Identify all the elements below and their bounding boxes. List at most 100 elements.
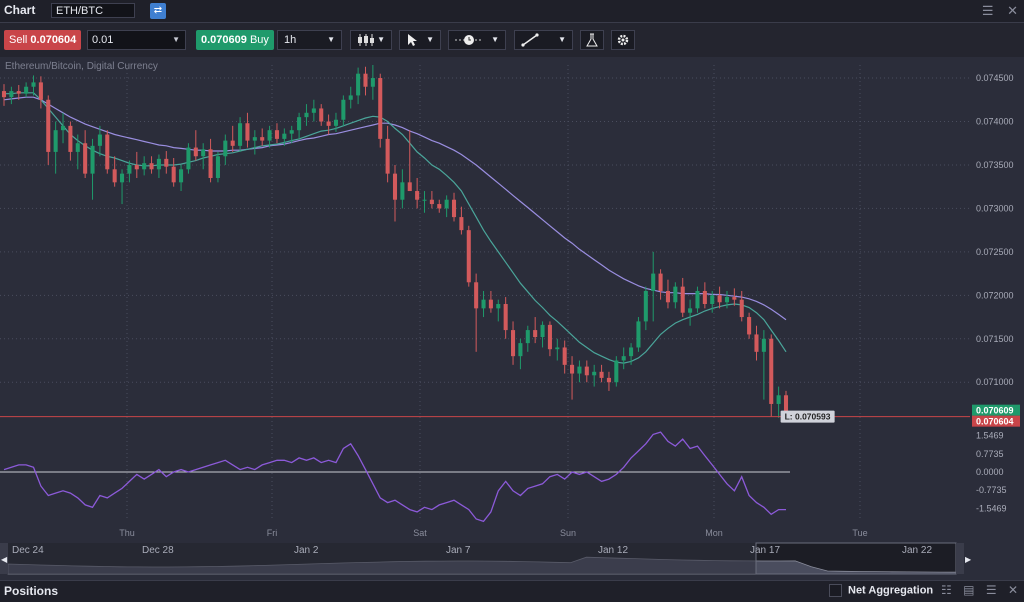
candle [179,164,184,192]
candle [164,151,169,174]
sell-button[interactable]: Sell 0.070604 [4,30,82,50]
candle-body [319,108,324,122]
scroll-right-icon: ▶ [965,555,972,564]
menu-icon[interactable]: ☰ [981,3,994,18]
candle [53,121,58,174]
link-icon[interactable]: ⇄ [150,3,166,19]
timeframe-select[interactable]: 1h ▼ [277,30,342,50]
candle [223,134,228,165]
candle [252,130,257,155]
drawing-tool-select[interactable]: ▼ [514,30,573,50]
candle-body [38,82,43,100]
navigator-label: Jan 2 [294,545,319,556]
chart-type-select[interactable]: ▼ [350,30,392,50]
y-tick-label: 0.073500 [976,160,1014,170]
menu-icon[interactable]: ☰ [985,583,997,597]
candle-body [260,137,265,141]
cursor-select[interactable]: ▼ [399,30,441,50]
rsi-tick-label: -0.7735 [976,485,1007,495]
candle-body [311,108,316,113]
candle [46,95,51,165]
candle-body [614,360,619,383]
settings-button[interactable] [611,30,635,50]
candle [636,317,641,352]
candle [230,125,235,152]
close-icon[interactable]: ✕ [1007,583,1018,597]
candle-body [378,78,383,139]
candle [415,177,420,209]
candle-body [621,356,626,361]
net-aggregation-toggle[interactable]: Net Aggregation [829,584,933,597]
symbol-input[interactable]: ETH/BTC [51,3,135,18]
candle-body [156,158,161,170]
candle-body [208,149,213,178]
candle [392,164,398,222]
rsi-tick-label: 0.7735 [976,449,1004,459]
navigator-label: Dec 24 [12,545,44,556]
candle-body [75,143,80,152]
candle [466,225,471,287]
price-chart[interactable]: Ethereum/Bitcoin, Digital Currency 0.074… [0,57,1024,579]
candle [407,130,412,192]
indicators-button[interactable] [580,30,604,50]
candle-body [518,343,523,357]
columns-icon[interactable]: ☷ [941,583,952,597]
gear-icon [617,34,629,46]
sell-label: Sell [9,34,28,46]
candle [208,138,213,183]
buy-button[interactable]: 0.070609 Buy [196,30,274,50]
candle-body [466,230,471,283]
candle [90,138,95,200]
candle [688,299,693,326]
candle-body [304,112,309,118]
navigator-label: Jan 22 [902,545,932,556]
candle-body [31,82,36,87]
candle [142,156,147,176]
candle-body [282,133,287,139]
navigator-mask [8,543,756,574]
candle-body [333,119,339,126]
candle [592,364,597,387]
candle-body [223,140,228,157]
line-tool-icon [521,33,539,47]
window-title: Chart [4,3,36,17]
buy-price: 0.070609 [201,34,247,46]
candle [540,321,545,348]
candle [584,360,589,383]
candle [400,169,405,209]
filter-icon[interactable]: ▤ [963,583,975,597]
candle-body [385,138,390,174]
candle-body [326,121,331,126]
net-aggregation-checkbox[interactable] [829,584,842,597]
candle [9,86,14,105]
time-tool-select[interactable]: ▼ [448,30,506,50]
chevron-down-icon: ▼ [491,35,499,44]
sell-price-tag [972,415,1020,427]
candle [673,282,678,309]
candle [370,65,375,100]
candle [547,321,552,357]
candle [555,338,560,361]
candle [474,273,479,352]
candle-body [230,140,235,146]
candle [717,286,722,309]
clock-icon [455,35,483,46]
quantity-select[interactable]: 0.01 ▼ [87,30,186,50]
candle-body [761,338,766,352]
close-icon[interactable]: ✕ [1007,3,1018,18]
x-tick-label: Sun [560,528,576,538]
candle [31,75,36,96]
candle-body [356,73,361,96]
low-marker-label: L: 0.070593 [785,412,831,422]
candle-body [186,147,191,170]
navigator-label: Jan 17 [750,545,780,556]
candle-body [363,73,368,87]
candle-body [533,330,538,338]
y-tick-label: 0.074500 [976,73,1014,83]
candle [761,330,766,400]
candle-body [179,169,184,183]
candle-body [9,91,14,98]
candle-body [599,371,604,378]
candle [193,130,198,161]
window-titlebar: Chart ETH/BTC ⇄ ☰ ✕ [0,0,1024,23]
